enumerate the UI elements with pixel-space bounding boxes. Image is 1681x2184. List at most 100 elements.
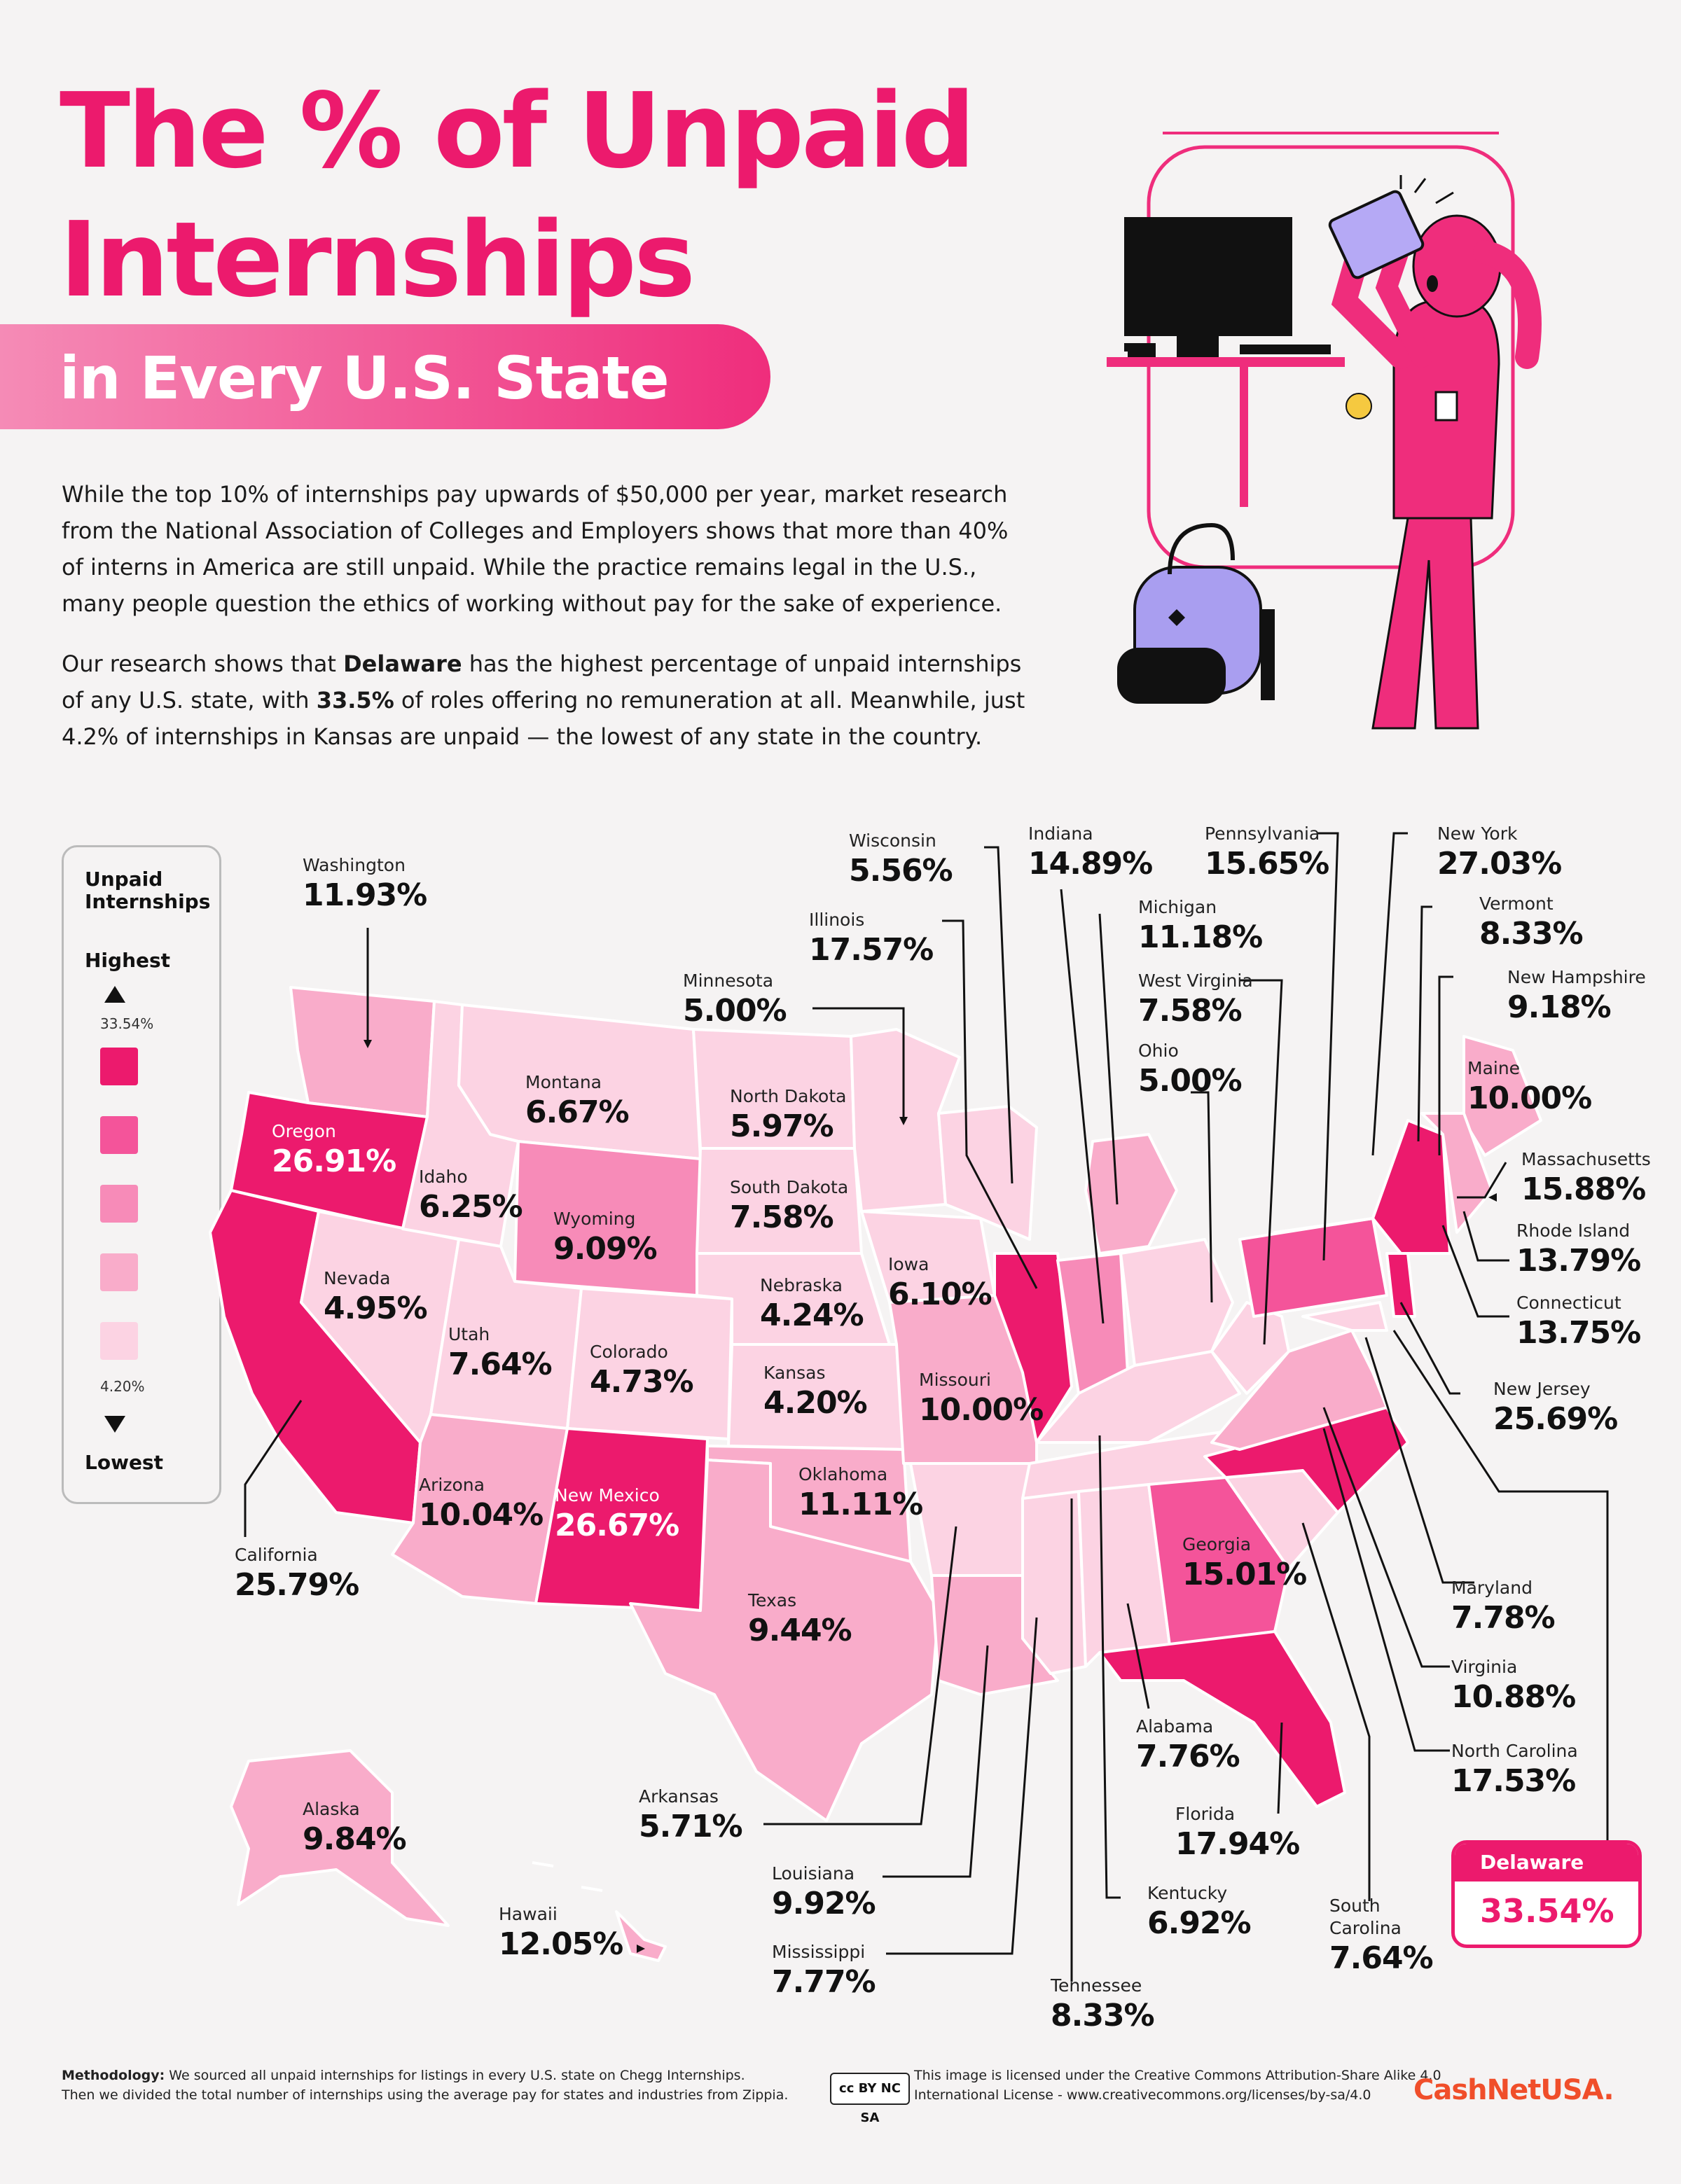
monitor-icon	[1124, 217, 1292, 336]
label-massachusetts: Massachusetts 15.88%	[1521, 1149, 1651, 1207]
label-new-york: New York 27.03%	[1437, 823, 1562, 882]
backpack-icon	[1117, 522, 1275, 704]
map-state-hawaii	[532, 1861, 667, 1962]
label-florida: Florida 17.94%	[1175, 1804, 1300, 1862]
label-vermont: Vermont 8.33%	[1479, 893, 1584, 952]
leader-rhode-island	[1462, 1211, 1509, 1262]
legend: Unpaid Internships Highest 33.54% 4.20% …	[62, 845, 221, 1504]
label-arkansas: Arkansas 5.71%	[639, 1786, 743, 1844]
label-new-jersey: New Jersey 25.69%	[1493, 1379, 1618, 1437]
leader-west-virginia	[1240, 979, 1283, 1345]
label-illinois: Illinois 17.57%	[809, 910, 934, 968]
map-state-mississippi	[1021, 1490, 1087, 1675]
leader-indiana	[1060, 889, 1105, 1324]
map-state-west-virginia	[1210, 1301, 1290, 1395]
legend-down-arrow-icon	[104, 1416, 125, 1433]
leader-north-carolina	[1322, 1428, 1450, 1752]
title-line-1: The % of Unpaid	[60, 71, 976, 191]
label-kansas: Kansas 4.20%	[763, 1363, 868, 1421]
label-indiana: Indiana 14.89%	[1028, 823, 1153, 882]
intern-illustration	[1107, 132, 1542, 730]
label-iowa: Iowa 6.10%	[888, 1254, 992, 1312]
map-state-new-jersey	[1385, 1252, 1416, 1318]
legend-swatch-3	[100, 1185, 138, 1223]
map-state-alaska	[230, 1749, 450, 1927]
legend-swatch-5	[100, 1322, 138, 1360]
delaware-callout-value: 33.54%	[1480, 1892, 1614, 1930]
leader-ohio	[1191, 1091, 1213, 1303]
label-missouri: Missouri 10.00%	[919, 1370, 1044, 1428]
leader-new-york	[1371, 832, 1408, 1156]
leader-virginia	[1322, 1407, 1450, 1668]
map-state-maine	[1462, 1035, 1542, 1157]
person-icon	[1328, 175, 1542, 730]
cashnetusa-logo[interactable]: CashNetUSA.	[1413, 2074, 1614, 2106]
legend-lowest: Lowest	[85, 1451, 163, 1474]
leader-pennsylvania	[1317, 832, 1339, 1261]
subtitle-text: in Every U.S. State	[60, 344, 670, 412]
leader-new-jersey	[1399, 1302, 1460, 1395]
label-colorado: Colorado 4.73%	[590, 1342, 694, 1400]
label-hawaii: Hawaii 12.05%	[499, 1904, 623, 1962]
label-tennessee: Tennessee 8.33%	[1051, 1975, 1155, 2033]
leader-kentucky	[1098, 1435, 1121, 1899]
label-ohio: Ohio 5.00%	[1138, 1041, 1243, 1099]
label-rhode-island: Rhode Island 13.79%	[1516, 1220, 1641, 1279]
leader-delaware	[1392, 1330, 1609, 1840]
leader-minnesota	[812, 1007, 905, 1120]
label-new-hampshire: New Hampshire 9.18%	[1507, 967, 1646, 1025]
legend-highest: Highest	[85, 949, 171, 972]
leader-massachusetts	[1457, 1162, 1507, 1199]
leader-south-carolina	[1301, 1522, 1371, 1901]
leader-arkansas	[763, 1526, 957, 1825]
label-north-carolina: North Carolina 17.53%	[1451, 1741, 1578, 1799]
methodology-label: Methodology:	[62, 2068, 165, 2083]
leader-maryland	[1364, 1337, 1474, 1584]
label-nevada: Nevada 4.95%	[324, 1268, 428, 1326]
label-pennsylvania: Pennsylvania 15.65%	[1205, 823, 1329, 882]
label-connecticut: Connecticut 13.75%	[1516, 1293, 1641, 1351]
title-line-2: Internships	[60, 200, 696, 320]
intro-paragraph-1: While the top 10% of internships pay upw…	[62, 481, 1009, 617]
label-maine: Maine 10.00%	[1467, 1058, 1592, 1116]
label-alaska: Alaska 9.84%	[303, 1799, 407, 1857]
label-new-mexico: New Mexico 26.67%	[555, 1485, 679, 1543]
intro-text: While the top 10% of internships pay upw…	[62, 476, 1028, 779]
leader-louisiana	[883, 1645, 989, 1878]
label-wisconsin: Wisconsin 5.56%	[849, 830, 953, 889]
map-state-ohio	[1119, 1238, 1234, 1367]
methodology: Methodology: We sourced all unpaid inter…	[62, 2068, 789, 2103]
map-state-washington	[289, 986, 436, 1118]
creative-commons-icon: cc BY NC SA	[830, 2073, 910, 2125]
label-utah: Utah 7.64%	[448, 1324, 553, 1382]
label-kentucky: Kentucky 6.92%	[1147, 1883, 1252, 1941]
map-state-arkansas	[909, 1462, 1031, 1577]
label-montana: Montana 6.67%	[525, 1072, 630, 1130]
label-minnesota: Minnesota 5.00%	[683, 971, 787, 1029]
legend-swatch-2	[100, 1116, 138, 1154]
legend-title: Unpaid Internships	[85, 868, 211, 913]
label-mississippi: Mississippi 7.77%	[772, 1942, 876, 2000]
page-title: The % of Unpaid Internships	[60, 67, 976, 324]
leader-vermont	[1417, 905, 1432, 1142]
leader-mississippi	[886, 1617, 1038, 1955]
leader-florida	[1277, 1722, 1283, 1814]
map-state-michigan	[1084, 1133, 1178, 1255]
map-state-new-york	[1273, 1119, 1451, 1255]
label-north-dakota: North Dakota 5.97%	[730, 1086, 847, 1144]
leader-illinois	[942, 919, 1038, 1289]
leader-wisconsin	[984, 846, 1014, 1184]
label-alabama: Alabama 7.76%	[1136, 1716, 1240, 1774]
license-text: This image is licensed under the Creativ…	[914, 2068, 1441, 2103]
legend-min-value: 4.20%	[100, 1378, 145, 1395]
label-oklahoma: Oklahoma 11.11%	[798, 1464, 923, 1522]
label-louisiana: Louisiana 9.92%	[772, 1863, 876, 1921]
label-nebraska: Nebraska 4.24%	[760, 1275, 864, 1333]
leader-connecticut	[1441, 1225, 1509, 1318]
map-state-texas	[629, 1459, 940, 1822]
label-wyoming: Wyoming 9.09%	[553, 1209, 658, 1267]
leader-michigan	[1098, 913, 1119, 1205]
leader-alabama	[1126, 1603, 1150, 1709]
